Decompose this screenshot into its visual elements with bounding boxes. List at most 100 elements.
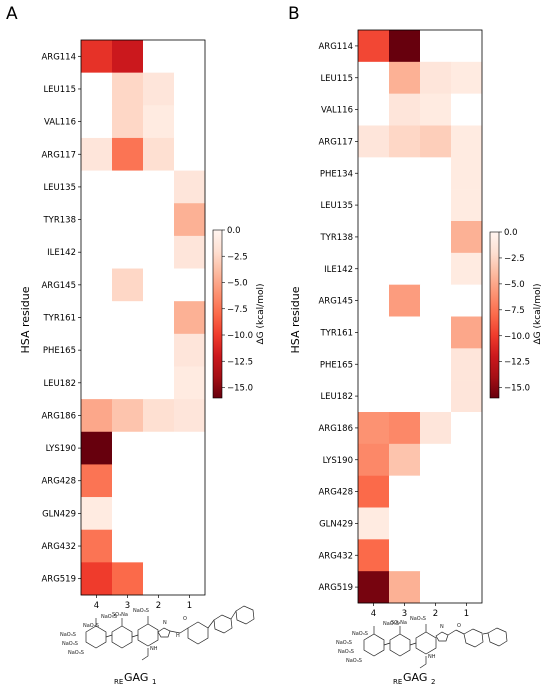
panel-a-cell [143, 235, 175, 269]
panel-a-chem-label: NaO₃S [60, 632, 76, 638]
panel-b-cell [420, 125, 452, 158]
panel-b-chem-label: NaO₃S [352, 631, 368, 637]
panel-b-cell [358, 507, 390, 540]
panel-a-colorbar-tick-label: −10.0 [227, 331, 253, 341]
panel-b-cell [420, 61, 452, 94]
panel-b-xtick-labels: 4 3 2 1 [371, 603, 469, 619]
panel-a-compound-name: GAG [124, 671, 148, 684]
panel-a-cell [112, 235, 144, 269]
panel-a-cell [81, 40, 113, 73]
panel-a-ytick-label: ARG428 [41, 477, 76, 487]
panel-b-cell [389, 475, 421, 508]
panel-a-cell [174, 562, 206, 596]
panel-a-cell [174, 366, 206, 400]
panel-a-ytick-label: ARG114 [41, 52, 76, 62]
panel-b-cell [420, 475, 452, 508]
panel-a-ytick-label: LEU182 [43, 379, 76, 389]
panel-a-compound-subscript: 1 [152, 678, 156, 686]
panel-b-cell [451, 380, 483, 413]
panel-a-colorbar-bar [212, 229, 223, 399]
panel-a-cell [174, 333, 206, 367]
panel-a-cell [81, 562, 113, 596]
panel-a-cell [143, 268, 175, 302]
panel-b-cell [420, 252, 452, 285]
panel-a-cell [143, 203, 175, 237]
panel-b-cell [358, 125, 390, 158]
panel-a-colorbar-tick-label: −2.5 [227, 252, 248, 262]
panel-a-cell [143, 562, 175, 596]
panel-a-compound-prefix: RE [114, 678, 123, 686]
panel-a-cell [174, 301, 206, 335]
panel-b-xtick-label: 1 [464, 609, 469, 619]
panel-a-ytick-label: LEU115 [43, 85, 76, 95]
panel-b-colorbar-tick-label: −7.5 [504, 306, 525, 316]
panel-a-cell [112, 366, 144, 400]
panel-a-ylabel: HSA residue [19, 286, 32, 353]
panel-a-chem-label: NaO₃S [68, 650, 84, 656]
panel-b-cell [451, 30, 483, 63]
panel-a-chem-label: NaO₃S [62, 641, 78, 647]
panel-a-xtick-label: 1 [187, 601, 192, 611]
panel-b-cell [389, 412, 421, 445]
panel-b-cell [451, 571, 483, 604]
panel-a-cell [174, 497, 206, 531]
panel-b-cell [358, 221, 390, 254]
panel-a-compound-label: RE GAG 1 [114, 671, 156, 686]
panel-a-ytick-labels: ARG114 LEU115 VAL116 ARG117 LEU135 TYR138 ILE1… [41, 52, 81, 585]
panel-b-ytick-label: LYS190 [323, 456, 353, 466]
panel-b-cell [420, 380, 452, 413]
panel-b-ytick-label: ARG117 [318, 137, 353, 147]
panel-b-ytick-label: ARG145 [318, 297, 353, 307]
panel-a-cell [143, 40, 175, 73]
panel-b-cell [389, 125, 421, 158]
panel-a-colorbar-label: ΔG (kcal/mol) [256, 284, 266, 345]
panel-b-ytick-label: ARG186 [318, 424, 353, 434]
panel-b-cell [358, 93, 390, 126]
panel-b-cell [451, 539, 483, 572]
panel-b-cell [420, 571, 452, 604]
panel-b-cell [358, 157, 390, 190]
panel-b-ytick-label: ARG114 [318, 42, 353, 52]
panel-a-cell [143, 137, 175, 171]
panel-b-chem-label: NaO₃S [346, 658, 362, 664]
panel-b-xtick-label: 4 [371, 609, 376, 619]
panel-a-cell [174, 105, 206, 139]
panel-b-cell [451, 125, 483, 158]
panel-a-xtick-label: 2 [156, 601, 161, 611]
panel-b-ytick-label: PHE165 [320, 360, 353, 370]
panel-a-colorbar-ticks: 0.0 −2.5 −5.0 −7.5 −10.0 −12.5 −15.0 [222, 226, 253, 394]
panel-a-cell [81, 105, 113, 139]
panel-a-cell [143, 529, 175, 563]
panel-b-ytick-label: ARG428 [318, 488, 353, 498]
panel-a-cell [174, 72, 206, 106]
panel-b-ytick-label: LEU115 [320, 74, 353, 84]
panel-b-colorbar-tick-label: −15.0 [504, 384, 530, 394]
panel-b-chem-label: NaO₃S [383, 621, 399, 627]
panel-a-cell [112, 301, 144, 335]
panel-b-colorbar-tick-label: −5.0 [504, 280, 525, 290]
panel-a-cell [81, 72, 113, 106]
panel-a-xtick-label: 4 [94, 601, 99, 611]
panel-b-cell [389, 348, 421, 381]
panel-b-colorbar-label: ΔG (kcal/mol) [533, 284, 543, 345]
panel-b-cell [420, 412, 452, 445]
panel-a-cell [112, 137, 144, 171]
panel-b-cell [389, 380, 421, 413]
panel-b-cell [358, 30, 390, 63]
panel-b-colorbar-tick-label: 0.0 [504, 228, 518, 238]
panel-b-cell [389, 443, 421, 476]
panel-a-colorbar-tick-label: −5.0 [227, 279, 248, 289]
panel-b-cell [389, 284, 421, 317]
panel-b-colorbar: 0.0 −2.5 −5.0 −7.5 −10.0 −12.5 −15.0 ΔG (kcal/… [489, 228, 543, 399]
panel-b-compound-prefix: RE [393, 678, 402, 686]
panel-a-chem-label: N [163, 620, 167, 626]
panel-a-cell [143, 431, 175, 465]
panel-b-cell [389, 507, 421, 540]
panel-b-cell [389, 221, 421, 254]
panel-b-ytick-label: GLN429 [319, 519, 353, 529]
panel-b-chem-label: O [457, 623, 461, 629]
panel-a-cell [112, 431, 144, 465]
panel-a-cell [112, 399, 144, 433]
panel-b-chem-label: N [440, 624, 444, 630]
